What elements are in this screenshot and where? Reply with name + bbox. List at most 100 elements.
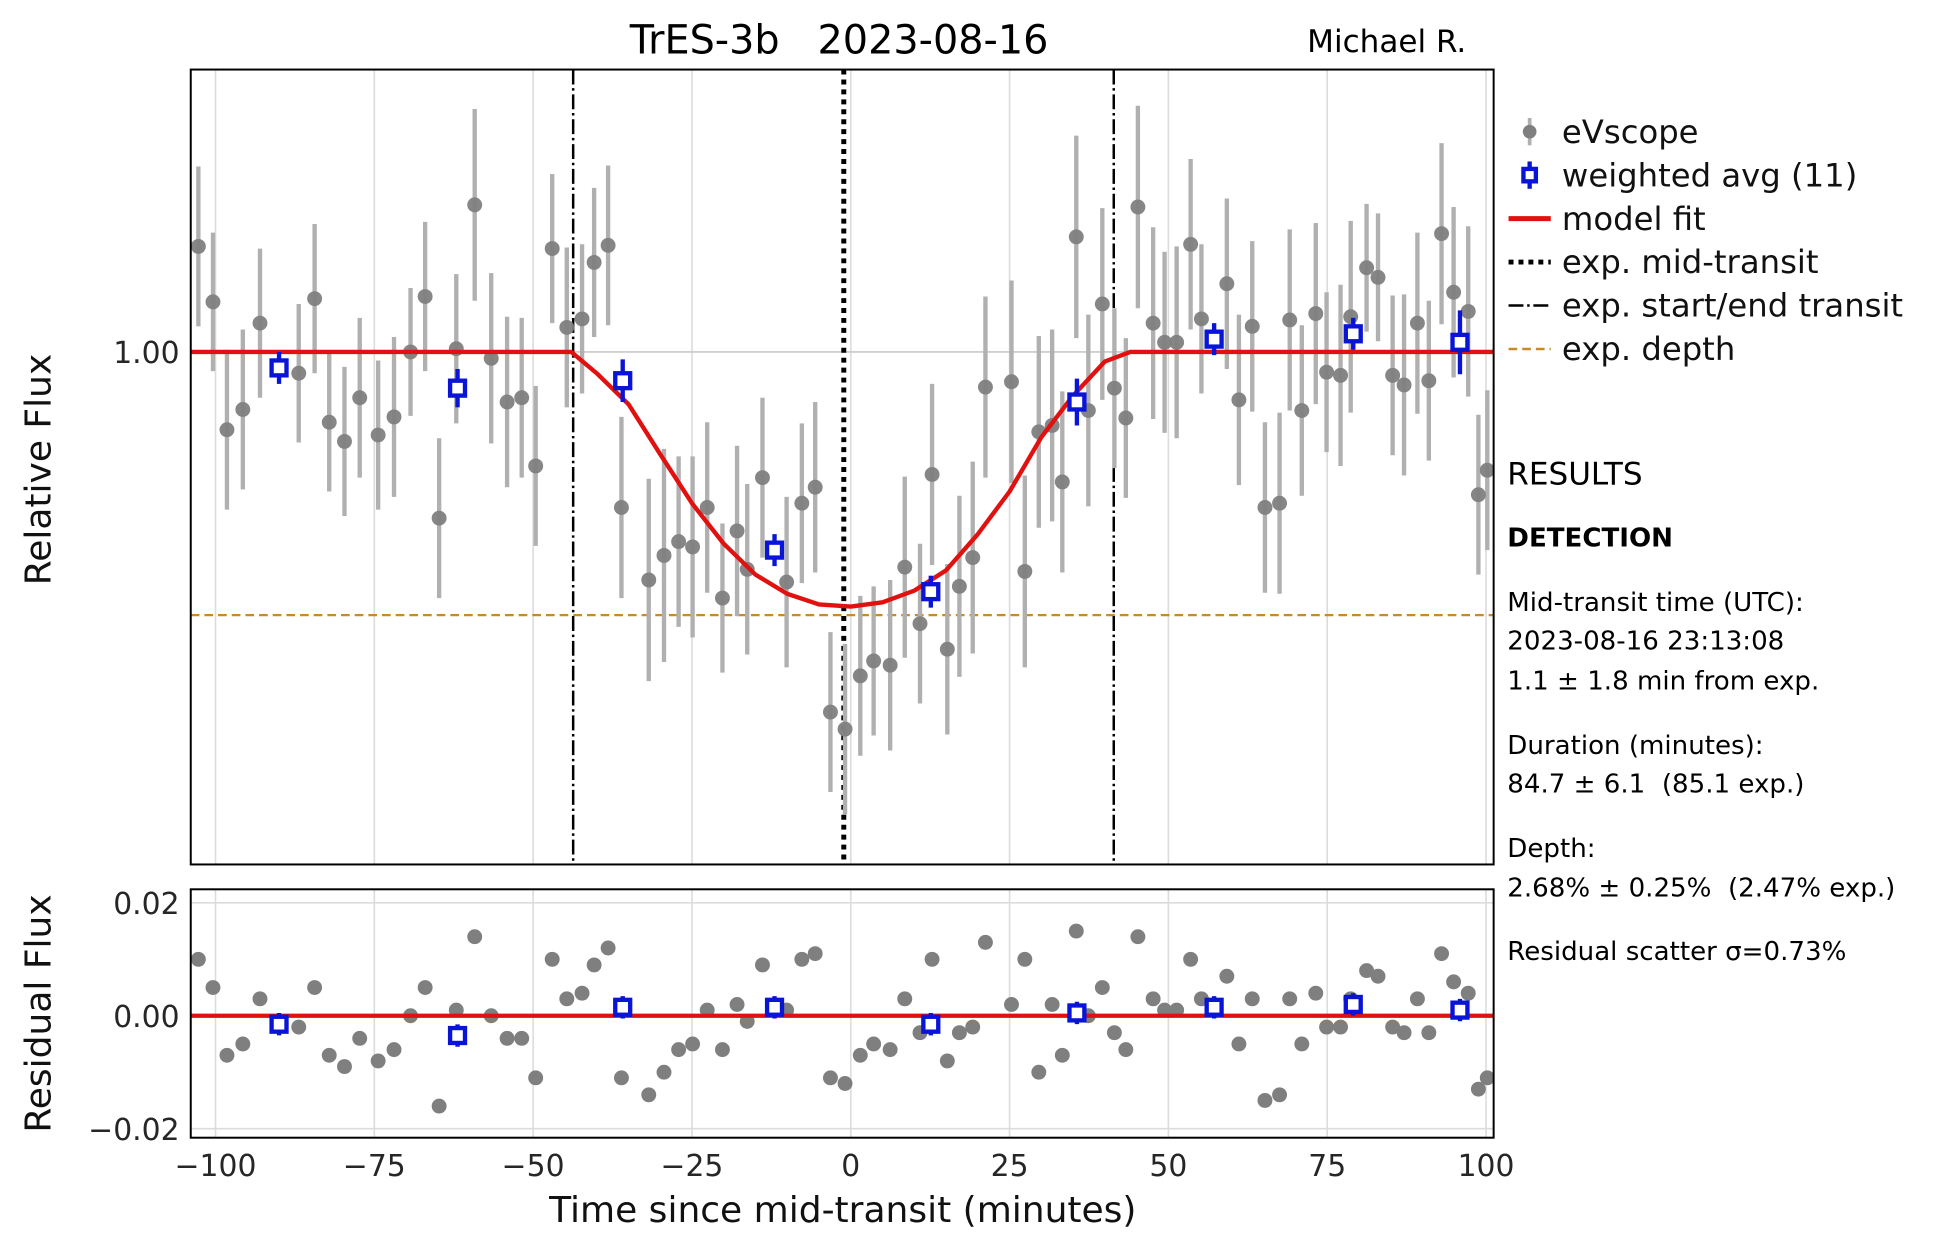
evscope-point [1319,364,1335,380]
weighted-avg-point [613,371,633,391]
residual-point [794,951,810,967]
evscope-point [1130,199,1146,215]
residual-point [417,980,433,995]
x-tick-label: −75 [343,1149,406,1184]
evscope-point [467,197,483,213]
weighted-avg-residual-point [921,1014,941,1034]
evscope-point [1004,374,1019,390]
plot-area-top [190,69,1494,865]
evscope-point [866,653,882,669]
residual-point [352,1030,368,1046]
residual-point [190,951,206,967]
depth-label: Depth: [1507,834,1595,864]
evscope-point [528,458,544,474]
weighted-avg-point [764,540,785,560]
top-axes-frame [189,68,1495,866]
weighted-avg-point [1343,324,1363,344]
weighted-avg-residual-point [1343,994,1363,1015]
evscope-point [794,495,810,511]
residual-point [431,1098,447,1114]
residual-point [1044,997,1060,1012]
plot-area-residual [190,889,1494,1138]
evscope-point [882,657,898,673]
residual-point [1319,1019,1335,1035]
evscope-point [613,500,629,515]
residual-point [1094,980,1110,995]
evscope-point [977,379,993,395]
residual-panel: −100 −75 −50 −25 0 25 50 75 100 −0.02 0.00 0.02 [88,887,1514,1184]
residual-point [1294,1036,1310,1052]
residual-point [574,985,590,1001]
residual-point [1409,991,1425,1007]
residual-point [467,929,483,945]
residual-point [924,951,940,967]
legend-item: weighted avg (11) [1521,156,1857,194]
y-tick-label: 1.00 [113,336,179,371]
results-heading: RESULTS [1507,456,1642,492]
residual-point [235,1036,251,1052]
evscope-point [514,390,530,406]
residual-point [514,1030,530,1046]
residual-point [1004,997,1019,1012]
legend-item: exp. start/end transit [1508,287,1903,325]
y-tick-label: 0.00 [113,1000,179,1035]
evscope-point [1118,410,1134,426]
evscope-point [352,390,368,406]
evscope-legend-icon [1522,124,1537,139]
x-tick-label: 75 [1308,1149,1346,1184]
residual-point [1257,1092,1273,1108]
depth-value: 2.68% ± 0.25% (2.47% exp.) [1507,874,1895,904]
residual-point [1017,951,1033,967]
evscope-point [574,311,590,327]
weighted-avg-residual-point [1204,997,1224,1017]
residual-point [219,1047,235,1063]
evscope-point [924,467,940,482]
evscope-point [729,523,745,539]
evscope-point [431,510,447,526]
evscope-point [483,350,499,366]
residual-point [1145,991,1161,1007]
duration-value: 84.7 ± 6.1 (85.1 exp.) [1507,769,1804,799]
evscope-point [1094,296,1110,312]
residual-point [852,1047,868,1063]
residual-point [1308,985,1324,1001]
evscope-point [499,394,515,410]
weighted-avg-point [269,358,289,378]
residual-point [544,951,560,967]
evscope-point [1385,367,1401,383]
evscope-point [1231,392,1247,408]
residual-point [837,1076,853,1091]
residual-point [1183,951,1199,967]
evscope-point [714,590,730,606]
residual-point [714,1042,730,1058]
residual-scatter: Residual scatter σ=0.73% [1507,937,1846,967]
weighted-avg-residual-point [764,997,785,1017]
evscope-point [586,254,602,270]
detection-status: DETECTION [1507,523,1673,553]
evscope-point [671,534,687,550]
evscope-point [1308,306,1324,322]
x-tick-label: −100 [175,1149,257,1184]
evscope-point [807,479,823,495]
residual-point [1385,1019,1401,1035]
legend-label: model fit [1562,200,1706,238]
residual-point [641,1087,657,1103]
residual-point [1434,946,1449,962]
evscope-point [370,427,386,443]
evscope-point [1272,495,1288,511]
evscope-point [1479,462,1494,478]
evscope-point [837,721,853,737]
evscope-point [939,641,955,657]
residual-point [1479,1070,1494,1086]
residual-point [729,997,745,1012]
model-fit-line [190,349,1494,609]
residual-point [1333,1019,1348,1035]
residual-point [685,1036,701,1052]
evscope-point [1460,303,1476,319]
evscope-point [291,365,307,381]
residual-point [951,1025,967,1041]
residual-point [1421,1025,1437,1041]
evscope-point [219,422,235,438]
observer-name: Michael R. [1307,24,1466,60]
evscope-point [1359,260,1375,276]
